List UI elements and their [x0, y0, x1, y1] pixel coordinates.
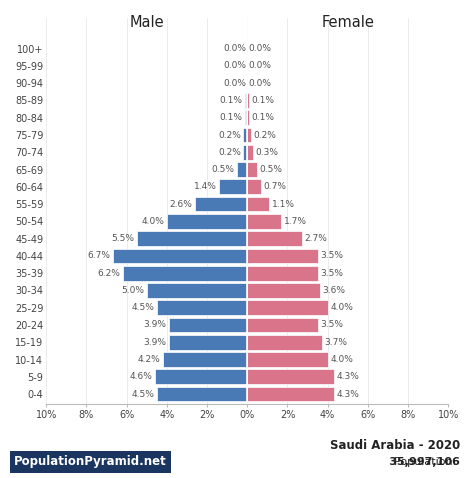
Text: 0.1%: 0.1%: [220, 96, 243, 105]
Bar: [245, 110, 247, 125]
Text: 3.5%: 3.5%: [320, 251, 343, 261]
Text: 0.7%: 0.7%: [264, 182, 287, 191]
Text: Male: Male: [129, 15, 164, 30]
Text: 6.7%: 6.7%: [87, 251, 110, 261]
Text: 0.0%: 0.0%: [248, 62, 271, 70]
Text: 0.0%: 0.0%: [223, 44, 246, 53]
Bar: [245, 93, 247, 108]
Text: 3.6%: 3.6%: [322, 286, 345, 295]
Text: 3.9%: 3.9%: [144, 338, 166, 347]
Bar: [243, 145, 247, 160]
Bar: [219, 179, 247, 194]
Text: 4.5%: 4.5%: [131, 390, 155, 399]
Bar: [146, 283, 247, 298]
Bar: [163, 352, 247, 367]
Bar: [155, 369, 247, 384]
Bar: [247, 249, 318, 263]
Bar: [247, 197, 269, 211]
Bar: [157, 387, 247, 402]
Text: 4.0%: 4.0%: [330, 355, 353, 364]
Bar: [247, 162, 257, 177]
Text: 0.0%: 0.0%: [223, 79, 246, 87]
Bar: [247, 318, 318, 332]
Bar: [169, 318, 247, 332]
Bar: [112, 249, 247, 263]
Bar: [247, 283, 319, 298]
Bar: [167, 214, 247, 228]
Text: Female: Female: [321, 15, 374, 30]
Bar: [123, 266, 247, 281]
Text: 1.4%: 1.4%: [194, 182, 217, 191]
Bar: [247, 110, 249, 125]
Bar: [247, 369, 334, 384]
Bar: [247, 179, 261, 194]
Text: 4.0%: 4.0%: [330, 303, 353, 312]
Text: 0.1%: 0.1%: [220, 113, 243, 122]
Text: 4.5%: 4.5%: [131, 303, 155, 312]
Text: 3.5%: 3.5%: [320, 320, 343, 329]
Bar: [247, 352, 328, 367]
Bar: [237, 162, 247, 177]
Bar: [247, 266, 318, 281]
Text: 1.7%: 1.7%: [284, 217, 307, 226]
Text: 0.0%: 0.0%: [248, 79, 271, 87]
Text: 3.5%: 3.5%: [320, 269, 343, 278]
Bar: [247, 300, 328, 315]
Bar: [247, 335, 322, 349]
Text: 4.2%: 4.2%: [137, 355, 160, 364]
Text: 5.0%: 5.0%: [121, 286, 144, 295]
Text: 0.0%: 0.0%: [248, 44, 271, 53]
Bar: [247, 145, 253, 160]
Bar: [137, 231, 247, 246]
Text: PopulationPyramid.net: PopulationPyramid.net: [14, 456, 167, 468]
Bar: [247, 93, 249, 108]
Text: 4.0%: 4.0%: [142, 217, 164, 226]
Text: 0.5%: 0.5%: [260, 165, 283, 174]
Text: 35,997,106: 35,997,106: [339, 457, 460, 467]
Text: 2.6%: 2.6%: [170, 200, 192, 208]
Text: 0.5%: 0.5%: [212, 165, 235, 174]
Text: 0.2%: 0.2%: [254, 130, 276, 140]
Text: 4.3%: 4.3%: [336, 390, 359, 399]
Text: 0.2%: 0.2%: [218, 148, 241, 157]
Bar: [247, 128, 251, 142]
Text: Population:: Population:: [394, 457, 460, 467]
Bar: [247, 214, 282, 228]
Bar: [195, 197, 247, 211]
Text: 6.2%: 6.2%: [97, 269, 120, 278]
Bar: [157, 300, 247, 315]
Text: 3.9%: 3.9%: [144, 320, 166, 329]
Text: 1.1%: 1.1%: [272, 200, 295, 208]
Text: 0.1%: 0.1%: [252, 113, 274, 122]
Text: 2.7%: 2.7%: [304, 234, 327, 243]
Text: 0.2%: 0.2%: [218, 130, 241, 140]
Bar: [247, 387, 334, 402]
Text: 0.3%: 0.3%: [255, 148, 279, 157]
Text: 4.3%: 4.3%: [336, 372, 359, 381]
Text: 0.1%: 0.1%: [252, 96, 274, 105]
Text: 3.7%: 3.7%: [324, 338, 347, 347]
Text: 0.0%: 0.0%: [223, 62, 246, 70]
Text: Saudi Arabia - 2020: Saudi Arabia - 2020: [329, 439, 460, 452]
Text: 4.6%: 4.6%: [129, 372, 152, 381]
Text: 5.5%: 5.5%: [111, 234, 134, 243]
Bar: [169, 335, 247, 349]
Bar: [243, 128, 247, 142]
Bar: [247, 231, 301, 246]
